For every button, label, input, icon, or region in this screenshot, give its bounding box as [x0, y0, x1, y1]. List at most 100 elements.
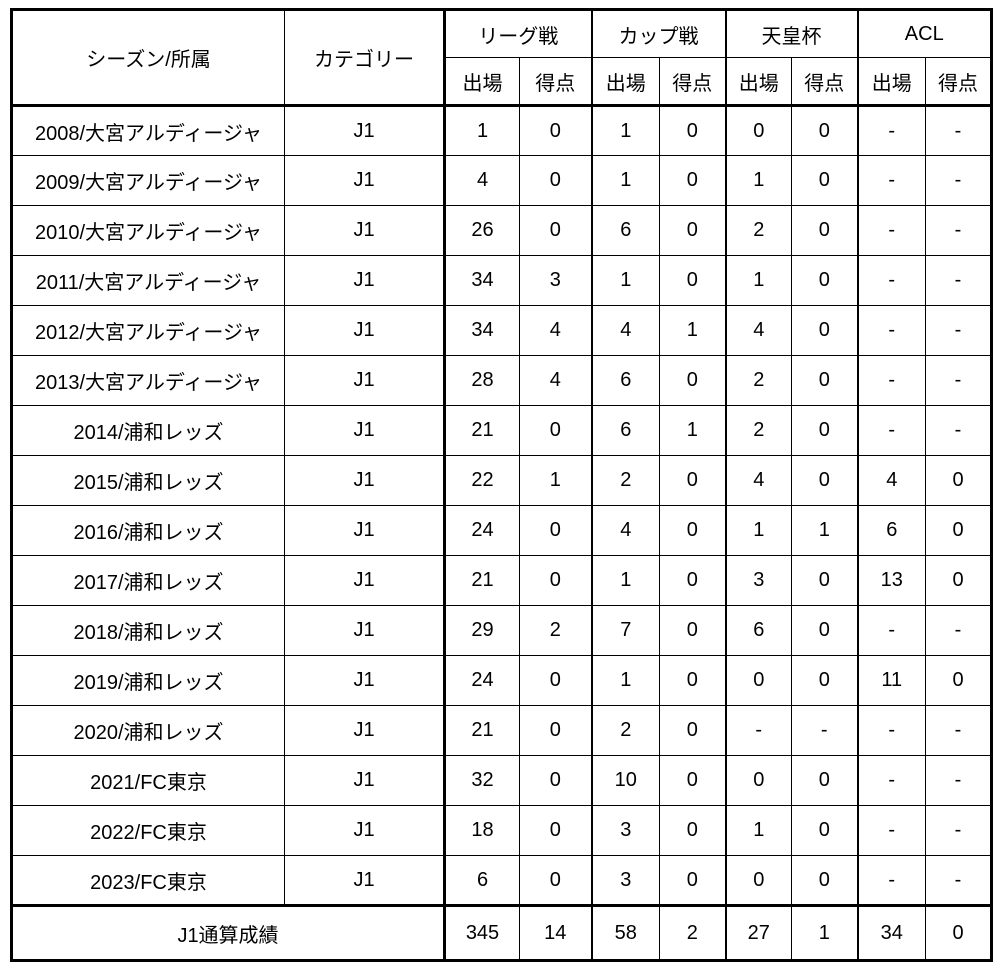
subheader-appearances: 出場 — [856, 57, 926, 107]
stat-cell: 21 — [443, 705, 520, 756]
header-group-row: シーズン/所属 カテゴリー リーグ戦 カップ戦 天皇杯 ACL — [11, 9, 992, 106]
table-total: J1通算成績 345 14 58 2 27 1 34 0 — [11, 904, 992, 961]
stat-cell: 3 — [590, 855, 660, 906]
stat-cell: 0 — [791, 405, 858, 456]
header-sub-row: 出場 得点 出場 得点 出場 得点 出場 得点 — [12, 57, 992, 107]
total-label: J1通算成績 — [11, 904, 445, 961]
stat-cell: - — [856, 305, 926, 356]
stat-cell: 1 — [519, 455, 592, 506]
category-cell: J1 — [284, 355, 445, 406]
season-row: 2023/FC東京 J1 6 0 3 0 0 0- - — [11, 855, 992, 906]
season-club-cell: 2012/大宮アルディージャ — [11, 305, 285, 356]
season-row: 2010/大宮アルディージャ J1 26 0 6 0 2 0- - — [11, 205, 992, 256]
stat-cell: 28 — [443, 355, 520, 406]
stat-cell: 1 — [590, 255, 660, 306]
stat-cell: 34 — [443, 255, 520, 306]
stat-cell: - — [925, 205, 992, 256]
subheader-goals: 得点 — [925, 57, 992, 107]
stat-cell: 4 — [443, 155, 520, 206]
stat-cell: 0 — [724, 855, 792, 906]
stat-cell: 0 — [659, 855, 726, 906]
category-cell: J1 — [284, 805, 445, 856]
season-row: 2018/浦和レッズ J1 29 2 7 0 6 0- - — [11, 605, 992, 656]
stat-cell: 3 — [590, 805, 660, 856]
season-row: 2016/浦和レッズ J1 24 0 4 0 1 1 6 0 — [11, 505, 992, 556]
stat-cell: 7 — [590, 605, 660, 656]
season-club-cell: 2017/浦和レッズ — [11, 555, 285, 606]
season-row: 2022/FC東京 J1 18 0 3 0 1 0- - — [11, 805, 992, 856]
stat-cell: 0 — [519, 405, 592, 456]
stat-cell: 3 — [724, 555, 792, 606]
stat-cell: 26 — [443, 205, 520, 256]
season-club-cell: 2011/大宮アルディージャ — [11, 255, 285, 306]
category-cell: J1 — [284, 205, 445, 256]
stat-cell: 0 — [519, 505, 592, 556]
stat-cell: 0 — [791, 205, 858, 256]
stat-cell: 0 — [519, 705, 592, 756]
stat-cell: 0 — [791, 805, 858, 856]
season-club-cell: 2013/大宮アルディージャ — [11, 355, 285, 406]
category-cell: J1 — [284, 104, 445, 156]
stat-cell: 0 — [791, 555, 858, 606]
stat-cell: 29 — [443, 605, 520, 656]
season-club-cell: 2008/大宮アルディージャ — [11, 104, 285, 156]
season-row: 2012/大宮アルディージャ J1 34 4 4 1 4 0- - — [11, 305, 992, 356]
stat-cell: 1 — [590, 155, 660, 206]
stat-cell: 0 — [519, 755, 592, 806]
stat-cell: 13 — [856, 555, 926, 606]
season-club-cell: 2016/浦和レッズ — [11, 505, 285, 556]
stat-cell: 0 — [659, 155, 726, 206]
season-row: 2008/大宮アルディージャ J1 1 0 1 0 0 0- - — [11, 104, 992, 156]
stat-cell: 22 — [443, 455, 520, 506]
stat-cell: 0 — [925, 555, 992, 606]
stat-cell: 0 — [659, 505, 726, 556]
season-row: 2009/大宮アルディージャ J1 4 0 1 0 1 0- - — [11, 155, 992, 206]
stat-cell: 0 — [791, 855, 858, 906]
stat-cell: - — [925, 405, 992, 456]
stat-cell: 0 — [659, 805, 726, 856]
stat-cell: - — [791, 705, 858, 756]
category-cell: J1 — [284, 555, 445, 606]
stat-cell: - — [925, 355, 992, 406]
stat-cell: 1 — [443, 104, 520, 156]
stat-cell: 21 — [443, 555, 520, 606]
season-row: 2017/浦和レッズ J1 21 0 1 0 3 0 13 0 — [11, 555, 992, 606]
category-cell: J1 — [284, 755, 445, 806]
stat-cell: 0 — [519, 555, 592, 606]
category-cell: J1 — [284, 605, 445, 656]
total-stat-cell: 1 — [791, 904, 858, 961]
stat-cell: 0 — [659, 655, 726, 706]
stat-cell: - — [856, 155, 926, 206]
stat-cell: 32 — [443, 755, 520, 806]
stat-cell: 2 — [519, 605, 592, 656]
stat-cell: 0 — [659, 355, 726, 406]
stat-cell: 0 — [925, 655, 992, 706]
stat-cell: 6 — [724, 605, 792, 656]
stat-cell: 0 — [659, 455, 726, 506]
stat-cell: 10 — [590, 755, 660, 806]
stat-cell: 4 — [590, 505, 660, 556]
stat-cell: - — [856, 104, 926, 156]
header-category: カテゴリー — [284, 9, 445, 106]
stat-cell: 21 — [443, 405, 520, 456]
stat-cell: 1 — [590, 104, 660, 156]
stat-cell: - — [925, 255, 992, 306]
stat-cell: 0 — [925, 455, 992, 506]
stat-cell: 0 — [519, 855, 592, 906]
category-cell: J1 — [284, 655, 445, 706]
stat-cell: 6 — [590, 405, 660, 456]
stat-cell: 1 — [659, 305, 726, 356]
stat-cell: 0 — [519, 155, 592, 206]
stat-cell: 1 — [724, 255, 792, 306]
subheader-goals: 得点 — [519, 57, 592, 107]
season-club-cell: 2014/浦和レッズ — [11, 405, 285, 456]
season-club-cell: 2010/大宮アルディージャ — [11, 205, 285, 256]
category-cell: J1 — [284, 405, 445, 456]
stat-cell: - — [925, 855, 992, 906]
stat-cell: 0 — [659, 705, 726, 756]
stat-cell: 0 — [519, 805, 592, 856]
stat-cell: 0 — [659, 205, 726, 256]
season-club-cell: 2021/FC東京 — [11, 755, 285, 806]
stat-cell: 6 — [590, 205, 660, 256]
